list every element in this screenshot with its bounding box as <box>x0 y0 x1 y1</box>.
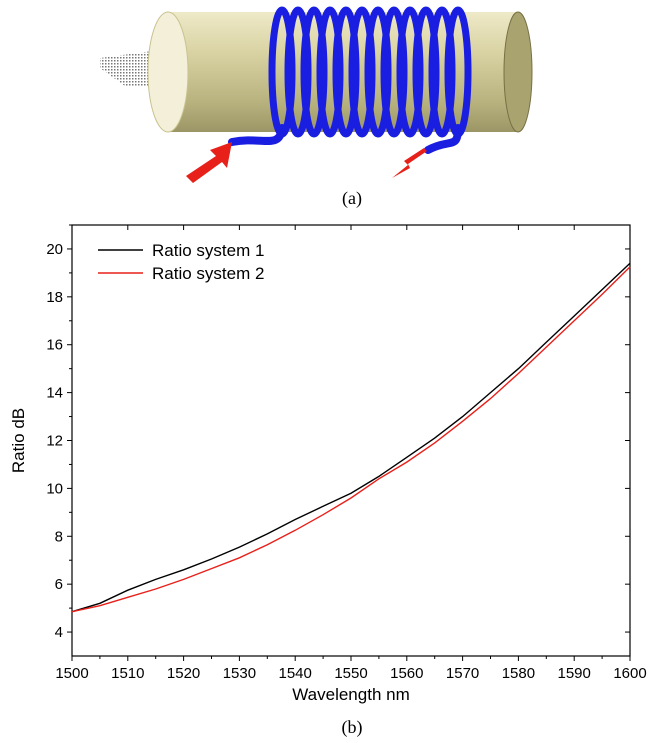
coil-turn <box>284 6 312 138</box>
plot-frame <box>71 224 631 657</box>
x-tick-label: 1580 <box>502 665 535 682</box>
x-tick-label: 1500 <box>55 665 88 682</box>
coil-turn <box>364 6 392 138</box>
coil-turn <box>428 6 456 138</box>
output-arrow <box>392 148 427 178</box>
x-tick-label: 1570 <box>446 665 479 682</box>
input-arrow <box>186 142 232 183</box>
series-line-2 <box>71 266 631 613</box>
x-tick-label: 1520 <box>167 665 200 682</box>
coil-turn <box>444 6 472 138</box>
legend-label-2: Ratio system 2 <box>152 264 264 283</box>
caption-a: (a) <box>342 188 362 208</box>
cylinder-right-end <box>503 11 533 133</box>
fiber-coil <box>268 6 472 138</box>
series-line-1 <box>71 262 631 613</box>
coil-turn <box>316 6 344 138</box>
coil-turn <box>300 6 328 138</box>
x-tick-label: 1530 <box>223 665 256 682</box>
coil-turn <box>412 6 440 138</box>
legend-label-1: Ratio system 1 <box>152 241 264 260</box>
y-tick-label: 4 <box>55 624 63 641</box>
y-tick-label: 8 <box>55 528 63 545</box>
caption-b: (b) <box>341 717 363 737</box>
coil-turn <box>396 6 424 138</box>
x-tick-label: 1600 <box>613 665 646 682</box>
x-tick-label: 1560 <box>390 665 423 682</box>
coil-turn <box>332 6 360 138</box>
y-tick-label: 10 <box>46 480 63 497</box>
coil-turn <box>380 6 408 138</box>
y-axis-label: Ratio dB <box>9 408 28 473</box>
y-tick-label: 16 <box>46 337 63 354</box>
y-tick-label: 18 <box>46 289 63 306</box>
x-tick-label: 1590 <box>558 665 591 682</box>
x-tick-label: 1540 <box>279 665 312 682</box>
y-tick-label: 12 <box>46 433 63 450</box>
cylinder-left-face <box>147 11 189 133</box>
y-tick-label: 20 <box>46 241 63 258</box>
coil-turn <box>268 6 296 138</box>
y-tick-label: 6 <box>55 576 63 593</box>
y-tick-label: 14 <box>46 385 63 402</box>
fiber-coil-illustration <box>100 6 533 183</box>
coil-turn <box>348 6 376 138</box>
x-axis-label: Wavelength nm <box>292 685 409 704</box>
x-tick-label: 1510 <box>111 665 144 682</box>
x-tick-label: 1550 <box>334 665 367 682</box>
